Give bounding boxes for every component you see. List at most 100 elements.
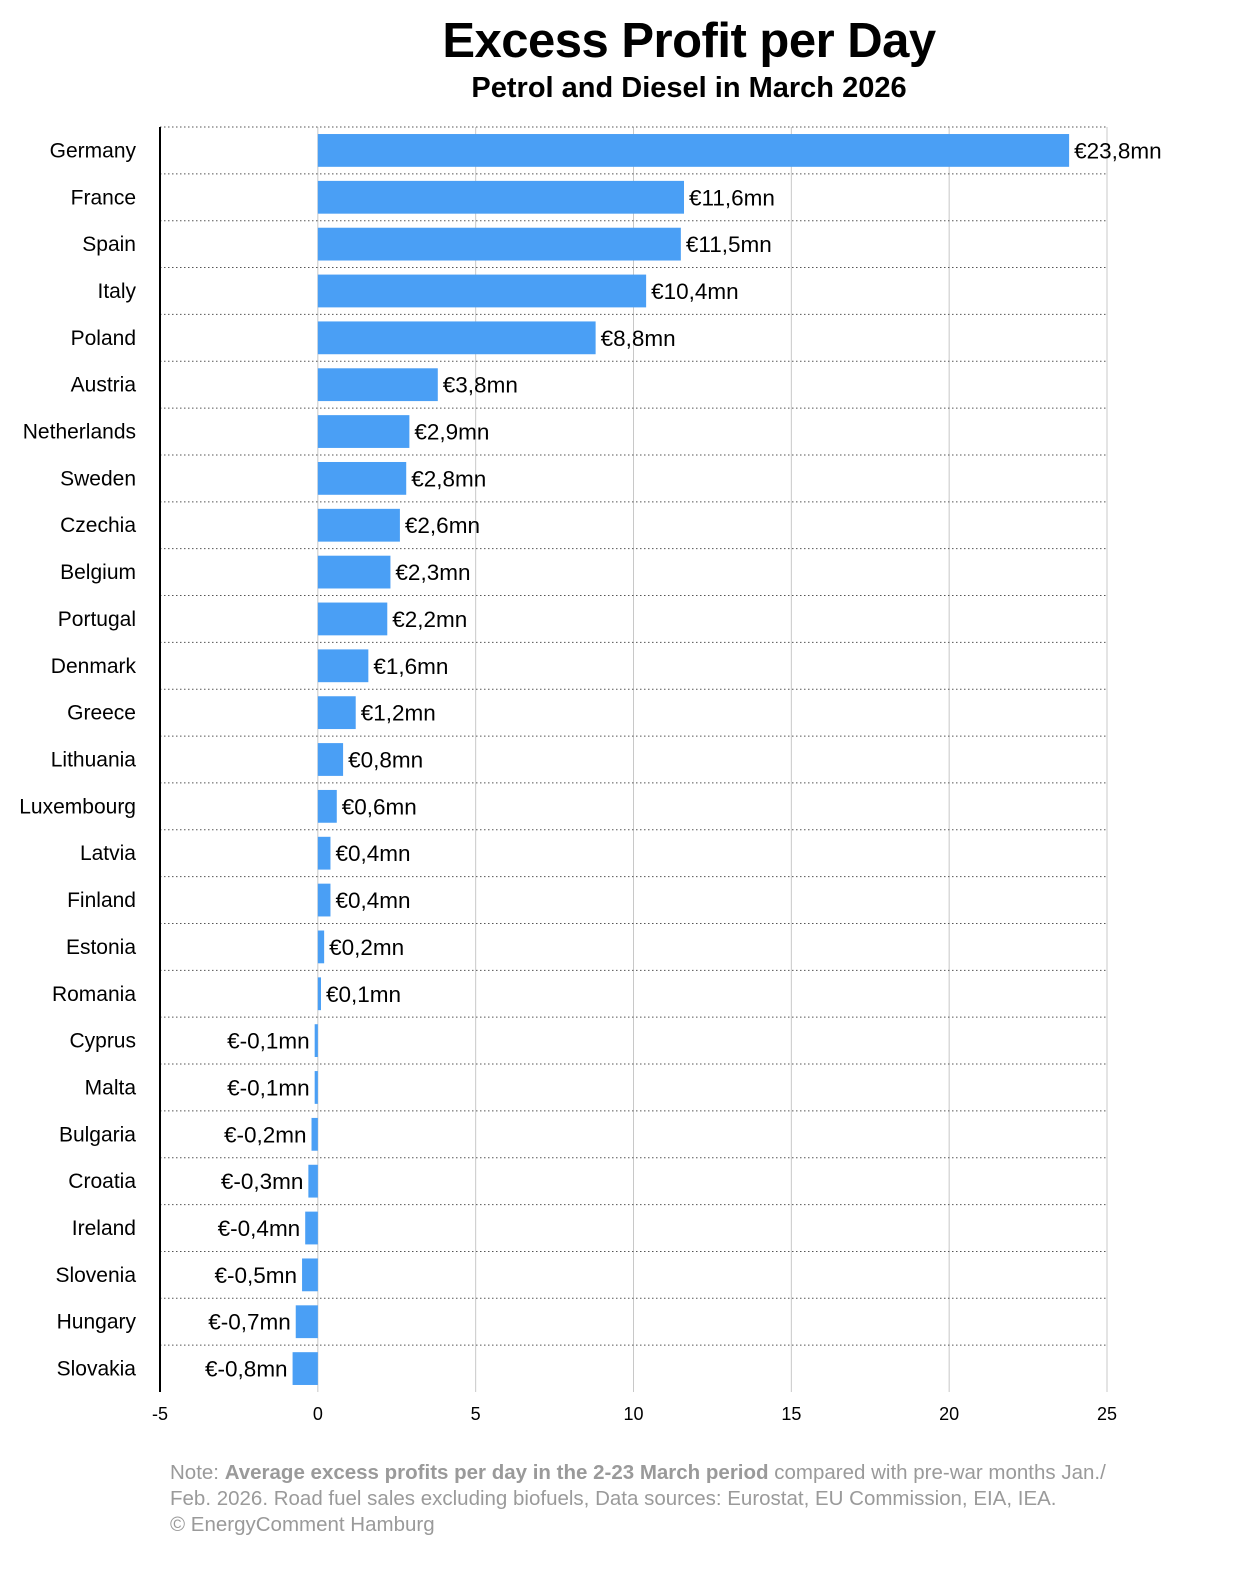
category-label: Italy [97,280,136,303]
category-label: Slovenia [55,1264,136,1287]
data-label: €0,6mn [342,794,417,819]
category-label: Cyprus [69,1030,136,1053]
data-label: €0,8mn [348,748,423,773]
bar-slovenia [302,1258,318,1292]
bar-croatia [308,1164,318,1198]
gridlines [160,126,1108,1392]
bar-sweden [317,461,407,495]
bar-romania [317,977,321,1011]
bar-netherlands [317,415,410,448]
x-tick-label: 15 [781,1404,801,1424]
category-label: Slovakia [57,1358,137,1381]
x-axis-ticks: -5 0 5 10 15 20 25 [152,1404,1117,1424]
data-label: €2,8mn [411,466,486,491]
bar-czechia [317,508,400,542]
data-label: €1,2mn [361,701,436,726]
x-tick-label: 10 [623,1404,643,1424]
data-label: €1,6mn [373,654,448,679]
footnote-bold: Average excess profits per day in the 2-… [224,1461,769,1484]
data-label: €-0,8mn [205,1357,288,1382]
bar-bulgaria [311,1117,318,1151]
bar-belgium [317,555,391,589]
data-label: €11,6mn [689,185,775,210]
category-label: Sweden [60,467,136,490]
data-label: €23,8mn [1074,138,1162,163]
data-label: €3,8mn [443,373,518,398]
data-labels: €23,8mn €11,6mn €11,5mn €10,4mn €8,8mn €3,8mn… [205,138,1162,1381]
category-label: France [71,186,136,209]
chart-subtitle: Petrol and Diesel in March 2026 [471,72,907,104]
category-label: Spain [82,233,136,256]
category-label: Netherlands [23,421,136,444]
category-label: Latvia [80,842,136,865]
category-label: Ireland [72,1217,136,1240]
footnote: Note: Average excess profits per day in … [170,1460,1210,1538]
bar-greece [317,696,356,730]
data-label: €0,4mn [335,888,410,913]
category-labels: Germany France Spain Italy Poland Austria Neth… [19,139,136,1380]
category-label: Belgium [60,561,136,584]
category-label: Denmark [51,655,137,678]
bar-malta [314,1071,318,1104]
data-label: €8,8mn [601,326,676,351]
category-label: Finland [67,889,136,912]
bar-estonia [317,930,325,964]
data-label: €-0,3mn [221,1169,304,1194]
bar-hungary [295,1305,318,1339]
data-label: €10,4mn [651,279,739,304]
data-label: €0,4mn [335,841,410,866]
category-label: Malta [85,1076,137,1099]
bar-chart: €23,8mn €11,6mn €11,5mn €10,4mn €8,8mn €3,8mn… [19,126,1162,1424]
bar-italy [317,274,647,308]
category-label: Poland [71,327,136,350]
bar-cyprus [314,1024,318,1058]
data-label: €0,2mn [329,935,404,960]
data-label: €-0,5mn [215,1263,298,1288]
data-label: €-0,1mn [227,1029,310,1054]
category-label: Croatia [68,1170,136,1193]
footnote-prefix: Note: [170,1461,225,1484]
x-tick-label: 20 [939,1404,959,1424]
bar-ireland [305,1211,318,1245]
footnote-line1: compared with pre-war months Jan./ [768,1461,1106,1484]
category-label: Hungary [57,1311,137,1334]
footnote-line2: Feb. 2026. Road fuel sales excluding bio… [170,1487,1057,1510]
bar-austria [317,368,438,402]
x-tick-label: 5 [471,1404,481,1424]
bars [292,134,1070,1385]
bar-denmark [317,649,369,683]
category-label: Greece [67,702,136,725]
data-label: €-0,1mn [227,1075,310,1100]
category-label: Romania [52,983,136,1006]
data-label: €2,3mn [395,560,470,585]
chart-title: Excess Profit per Day [442,14,936,68]
bar-germany [317,134,1070,167]
data-label: €-0,4mn [218,1216,301,1241]
category-label: Austria [71,374,137,397]
category-label: Portugal [58,608,136,631]
bar-france [317,180,685,214]
category-label: Lithuania [51,749,137,772]
bar-poland [317,321,596,355]
x-tick-label: 0 [313,1404,323,1424]
x-tick-label: 25 [1097,1404,1117,1424]
data-label: €2,9mn [414,420,489,445]
bar-luxembourg [317,789,337,823]
bar-portugal [317,602,388,636]
data-label: €11,5mn [686,232,772,257]
data-label: €0,1mn [326,982,401,1007]
category-label: Czechia [60,514,136,537]
bar-lithuania [317,743,344,776]
data-label: €2,2mn [392,607,467,632]
x-tick-label: -5 [152,1404,168,1424]
data-label: €2,6mn [405,513,480,538]
bar-latvia [317,836,331,870]
bar-spain [317,227,681,261]
data-label: €-0,7mn [208,1310,291,1335]
category-label: Luxembourg [19,795,136,818]
bar-slovakia [292,1352,318,1385]
bar-finland [317,883,331,917]
category-label: Estonia [66,936,136,959]
category-label: Bulgaria [59,1123,136,1146]
data-label: €-0,2mn [224,1122,307,1147]
